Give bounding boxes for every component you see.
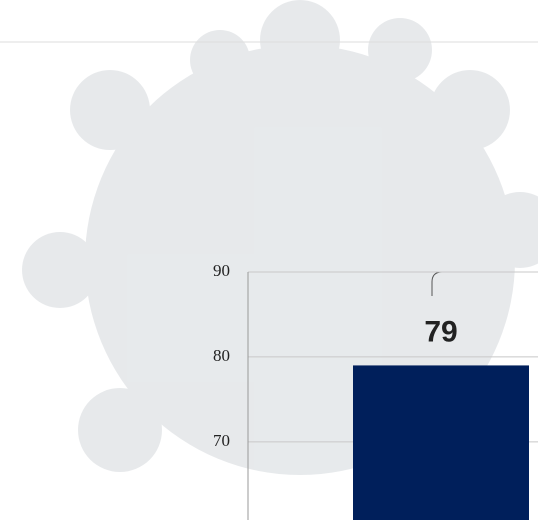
value-label: 79 — [424, 315, 457, 348]
bar — [353, 365, 529, 520]
y-tick-label: 90 — [213, 261, 230, 280]
y-tick-label: 70 — [213, 431, 230, 450]
y-tick-label: 80 — [213, 346, 230, 365]
background-virus — [22, 0, 538, 475]
